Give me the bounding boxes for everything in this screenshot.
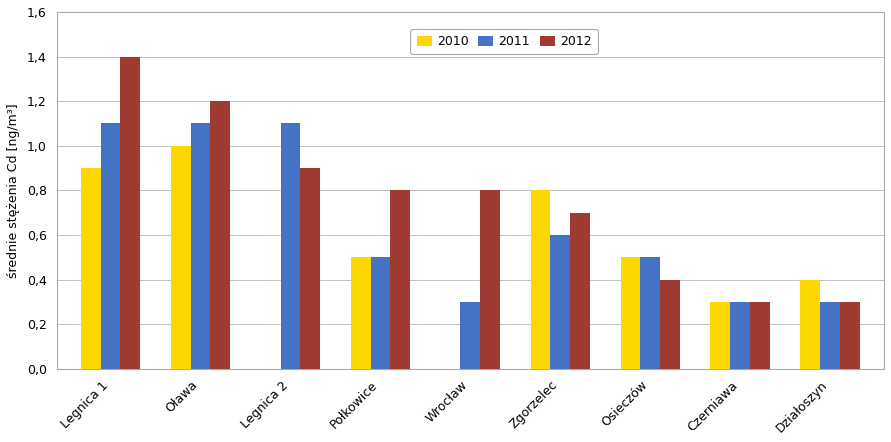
Bar — [120, 57, 140, 369]
Bar — [101, 123, 120, 369]
Bar — [300, 168, 320, 369]
Bar — [731, 302, 750, 369]
Bar — [821, 302, 840, 369]
Bar — [641, 257, 660, 369]
Bar — [351, 257, 371, 369]
Legend: 2010, 2011, 2012: 2010, 2011, 2012 — [411, 29, 598, 54]
Bar — [191, 123, 210, 369]
Bar — [660, 280, 680, 369]
Bar — [570, 213, 590, 369]
Y-axis label: średnie stężenia Cd [ng/m³]: średnie stężenia Cd [ng/m³] — [7, 103, 20, 278]
Bar — [750, 302, 770, 369]
Bar — [371, 257, 390, 369]
Bar — [171, 146, 191, 369]
Bar — [81, 168, 101, 369]
Bar — [210, 101, 230, 369]
Bar — [480, 191, 500, 369]
Bar — [390, 191, 410, 369]
Bar — [840, 302, 860, 369]
Bar — [531, 191, 551, 369]
Bar — [551, 235, 570, 369]
Bar — [461, 302, 480, 369]
Bar — [710, 302, 731, 369]
Bar — [281, 123, 300, 369]
Bar — [800, 280, 821, 369]
Bar — [620, 257, 641, 369]
